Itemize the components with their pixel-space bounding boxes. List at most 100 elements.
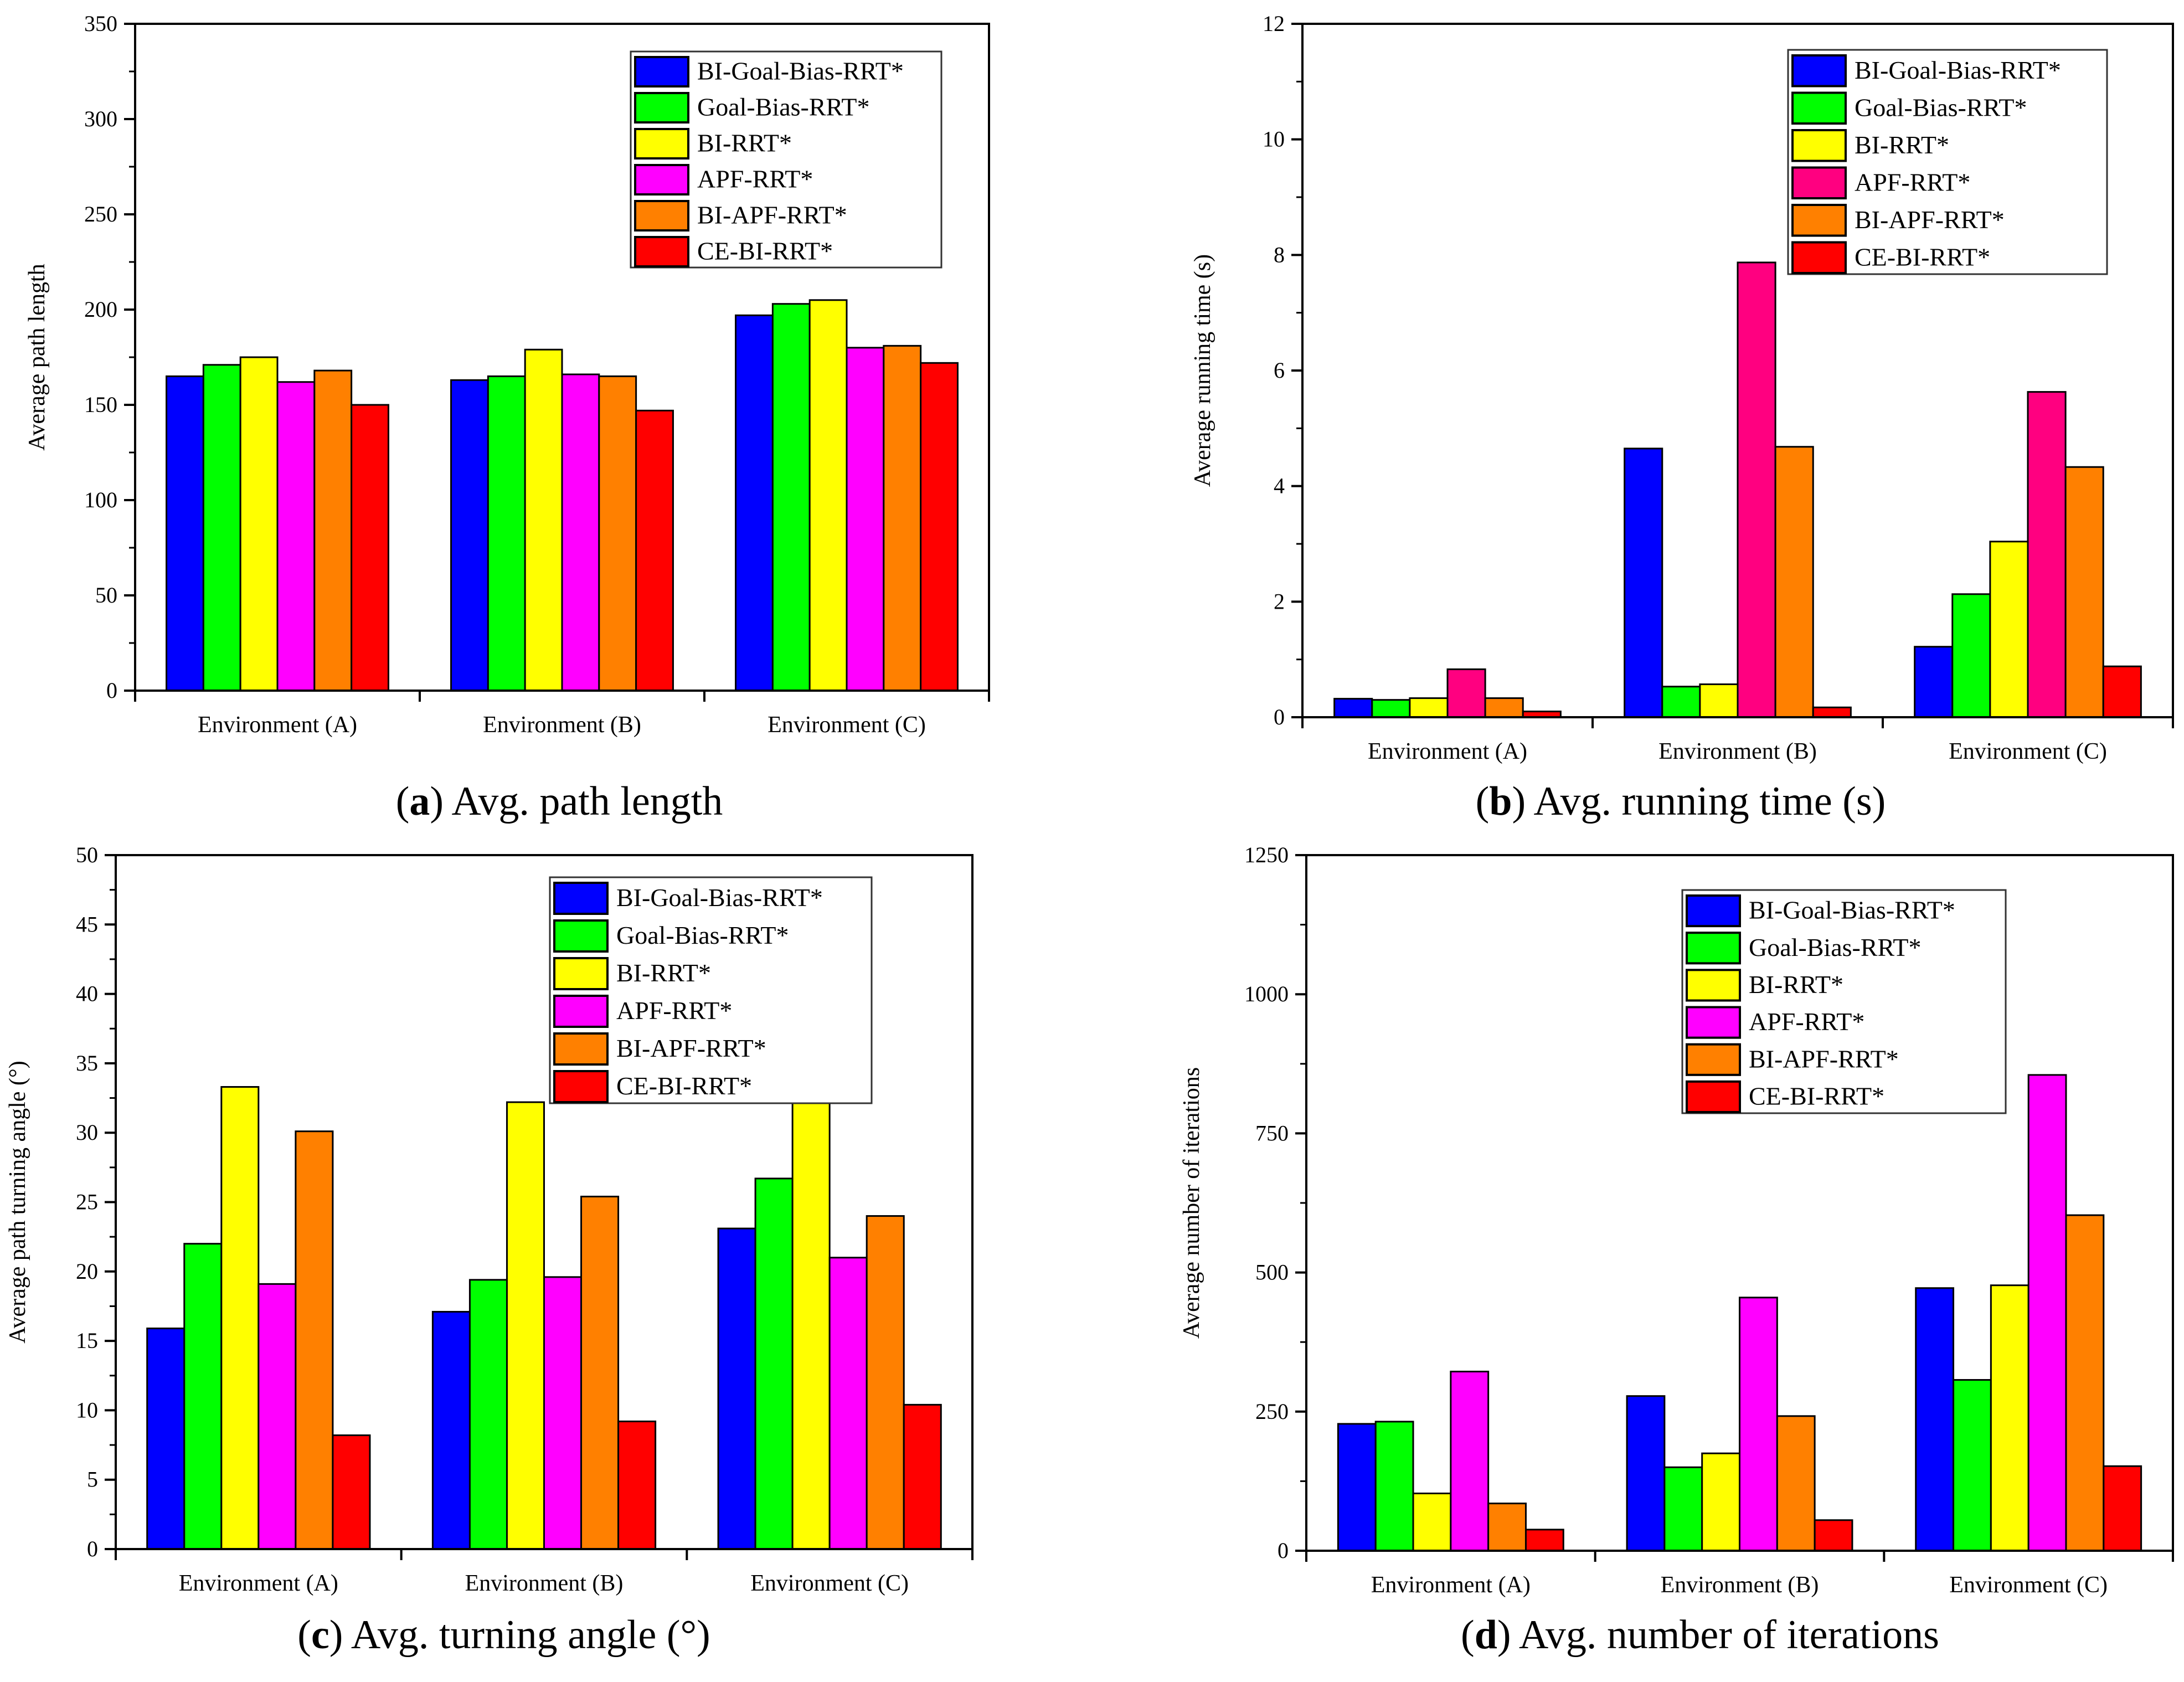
legend-swatch: [1686, 969, 1741, 1002]
bar-apf-rrt-env-0: [276, 381, 316, 692]
y-tick-label: 10: [1263, 127, 1285, 152]
legend-label: BI-Goal-Bias-RRT*: [697, 56, 904, 85]
y-axis-label: Average number of iterations: [1179, 1067, 1204, 1339]
bar-apf-rrt-env-2: [2027, 1074, 2067, 1552]
bar-bi-apf-rrt-env-2: [2065, 1214, 2105, 1552]
x-tick-label: Environment (C): [768, 712, 926, 738]
legend-label: APF-RRT*: [1855, 168, 1970, 196]
legend-label: BI-APF-RRT*: [616, 1034, 766, 1062]
legend-swatch: [553, 995, 609, 1028]
bar-goal-bias-rrt-env-0: [1374, 1421, 1414, 1552]
bar-goal-bias-rrt-env-2: [1951, 593, 1991, 718]
legend: BI-Goal-Bias-RRT* Goal-Bias-RRT* BI-RRT* AP…: [549, 876, 873, 1104]
y-tick-label: 5: [87, 1467, 98, 1492]
x-tick-label: Environment (C): [1949, 1572, 2108, 1598]
legend-label: CE-BI-RRT*: [1855, 243, 1990, 271]
chart-b: 0 2 4 6 8 10 12 Environment (A) Environment (B) E…: [1190, 11, 2174, 764]
legend-swatch: [1791, 241, 1847, 274]
bar-bi-apf-rrt-env-0: [295, 1130, 334, 1550]
bar-bi-rrt-env-2: [1990, 1284, 2030, 1552]
y-tick-label: 100: [84, 487, 117, 512]
y-tick-label: 8: [1274, 242, 1285, 267]
bar-bi-goal-bias-rrt-env-1: [1626, 1395, 1666, 1552]
y-tick-label: 150: [84, 392, 117, 417]
bar-goal-bias-rrt-env-1: [1661, 686, 1701, 718]
bar-apf-rrt-env-1: [543, 1276, 583, 1550]
bar-bi-goal-bias-rrt-env-2: [717, 1227, 756, 1550]
legend-swatch: [1686, 1006, 1741, 1039]
caption-a: (a) Avg. path length: [395, 779, 723, 824]
bar-bi-apf-rrt-env-1: [1776, 1415, 1816, 1552]
y-tick-label: 35: [76, 1051, 98, 1076]
y-tick-label: 50: [95, 583, 117, 608]
legend-swatch: [1791, 166, 1847, 199]
y-tick-label: 12: [1263, 11, 1285, 36]
bar-apf-rrt-env-2: [2027, 391, 2067, 718]
bar-bi-goal-bias-rrt-env-2: [1914, 646, 1954, 718]
bar-ce-bi-rrt-env-1: [635, 409, 674, 692]
y-tick-label: 25: [76, 1190, 98, 1215]
y-axis-label: Average running time (s): [1190, 254, 1215, 487]
legend-swatch: [634, 164, 689, 196]
caption-c: (c) Avg. turning angle (°): [297, 1612, 710, 1658]
legend-label: BI-APF-RRT*: [697, 200, 847, 229]
legend-label: Goal-Bias-RRT*: [1855, 93, 2027, 121]
legend-label: Goal-Bias-RRT*: [697, 92, 870, 121]
y-tick-label: 250: [84, 202, 117, 227]
bar-bi-goal-bias-rrt-env-0: [146, 1328, 186, 1550]
x-tick-label: Environment (A): [1371, 1572, 1531, 1598]
legend-label: BI-RRT*: [697, 128, 792, 157]
legend-label: APF-RRT*: [1749, 1007, 1864, 1036]
y-tick-label: 4: [1274, 474, 1285, 498]
legend-swatch: [553, 882, 609, 915]
caption-b: (b) Avg. running time (s): [1475, 779, 1886, 824]
y-tick-label: 30: [76, 1120, 98, 1145]
y-axis-label: Average path turning angle (°): [5, 1061, 30, 1343]
x-tick-label: Environment (A): [198, 712, 357, 738]
x-tick-label: Environment (C): [750, 1571, 909, 1596]
bar-bi-rrt-env-1: [1699, 683, 1739, 718]
bar-bi-rrt-env-0: [220, 1086, 260, 1550]
legend-swatch: [1791, 54, 1847, 88]
bar-ce-bi-rrt-env-2: [920, 362, 959, 692]
bar-bi-apf-rrt-env-2: [883, 344, 922, 692]
legend-swatch: [1686, 1043, 1741, 1076]
legend-swatch: [634, 92, 689, 124]
bar-apf-rrt-env-2: [828, 1257, 868, 1550]
legend-swatch: [553, 957, 609, 990]
bar-bi-apf-rrt-env-0: [1484, 697, 1524, 718]
chart-a: 0 50 100 150 200 250 300 350 Environment (A) Envi…: [24, 11, 990, 738]
bar-apf-rrt-env-0: [257, 1283, 297, 1550]
bar-bi-apf-rrt-env-1: [1774, 446, 1814, 718]
y-tick-label: 0: [106, 678, 117, 703]
x-tick-label: Environment (C): [1949, 739, 2107, 764]
legend: BI-Goal-Bias-RRT* Goal-Bias-RRT* BI-RRT* AP…: [630, 50, 942, 269]
bar-apf-rrt-env-2: [846, 347, 885, 692]
bar-bi-rrt-env-1: [524, 348, 563, 692]
legend-swatch: [1686, 894, 1741, 928]
bar-ce-bi-rrt-env-1: [617, 1420, 657, 1550]
legend-swatch: [634, 236, 689, 268]
bar-ce-bi-rrt-env-0: [1524, 1529, 1564, 1552]
y-tick-label: 0: [1278, 1538, 1289, 1563]
legend-swatch: [634, 128, 689, 160]
bar-apf-rrt-env-1: [1739, 1297, 1778, 1552]
legend-swatch: [1791, 204, 1847, 237]
y-tick-label: 750: [1255, 1120, 1289, 1145]
legend-label: BI-Goal-Bias-RRT*: [1749, 896, 1955, 924]
bar-bi-goal-bias-rrt-env-1: [450, 379, 489, 692]
legend-label: APF-RRT*: [697, 164, 813, 193]
x-tick-label: Environment (B): [1658, 739, 1817, 764]
bar-bi-rrt-env-2: [791, 1080, 831, 1550]
y-tick-label: 0: [1274, 704, 1285, 729]
legend-label: BI-APF-RRT*: [1749, 1045, 1899, 1073]
chart-d: 0 250 500 750 1000 1250 Environment (A) Environ…: [1179, 842, 2174, 1598]
bar-bi-rrt-env-1: [1701, 1452, 1741, 1552]
legend-label: BI-Goal-Bias-RRT*: [1855, 56, 2061, 84]
chart-c: 0 5 10 15 20 25 30 35 40 45 50 Environment (A) Envir…: [5, 842, 973, 1596]
bar-apf-rrt-env-0: [1446, 668, 1486, 718]
legend-label: BI-Goal-Bias-RRT*: [616, 883, 823, 912]
x-tick-label: Environment (A): [179, 1571, 338, 1596]
y-tick-label: 250: [1255, 1399, 1289, 1424]
